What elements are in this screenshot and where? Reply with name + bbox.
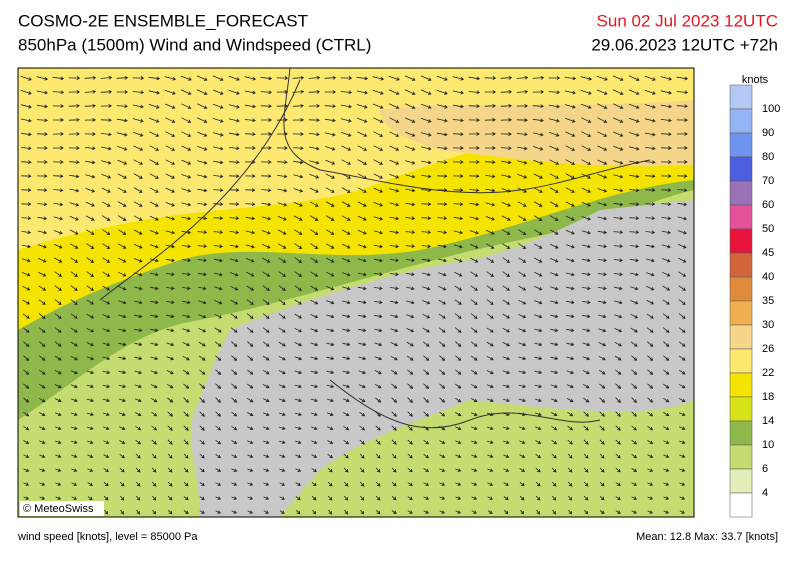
credit: © MeteoSwiss xyxy=(23,503,94,515)
footer-left: wind speed [knots], level = 85000 Pa xyxy=(17,531,198,543)
legend-swatch xyxy=(729,372,753,398)
legend-swatch xyxy=(729,180,753,206)
legend-swatch xyxy=(729,132,753,158)
footer-right: Mean: 12.8 Max: 33.7 [knots] xyxy=(636,531,778,543)
wind-arrows xyxy=(20,75,689,515)
credit-box xyxy=(20,501,104,516)
run-time: 29.06.2023 12UTC +72h xyxy=(591,35,778,54)
wind-zone-high xyxy=(380,100,694,167)
legend: knots 100 90 80 70 60 50 45 40 35 30 26 22 18 14 10 6 4 xyxy=(729,74,780,518)
legend-label: 14 xyxy=(762,415,774,427)
legend-unit: knots xyxy=(742,74,769,86)
legend-label: 50 xyxy=(762,223,774,235)
legend-swatch xyxy=(729,300,753,326)
legend-label: 70 xyxy=(762,175,774,187)
legend-swatch xyxy=(729,444,753,470)
legend-swatch xyxy=(729,204,753,230)
legend-label: 4 xyxy=(762,487,768,499)
legend-swatch xyxy=(729,108,753,134)
legend-label: 35 xyxy=(762,295,774,307)
legend-label: 80 xyxy=(762,151,774,163)
legend-label: 10 xyxy=(762,439,774,451)
legend-swatch xyxy=(729,276,753,302)
legend-label: 100 xyxy=(762,103,780,115)
legend-label: 22 xyxy=(762,367,774,379)
legend-swatch xyxy=(729,420,753,446)
legend-label: 45 xyxy=(762,247,774,259)
legend-swatch xyxy=(729,396,753,422)
legend-swatch xyxy=(729,252,753,278)
legend-label: 60 xyxy=(762,199,774,211)
legend-swatch xyxy=(729,228,753,254)
legend-swatch xyxy=(729,156,753,182)
legend-label: 30 xyxy=(762,319,774,331)
subtitle: 850hPa (1500m) Wind and Windspeed (CTRL) xyxy=(18,35,371,54)
valid-time: Sun 02 Jul 2023 12UTC xyxy=(597,11,778,30)
map-frame xyxy=(17,67,695,518)
legend-swatch xyxy=(729,492,753,518)
legend-swatch xyxy=(729,324,753,350)
map: © MeteoSwiss xyxy=(17,67,695,518)
legend-swatch xyxy=(729,84,753,110)
legend-swatch xyxy=(729,348,753,374)
legend-label: 18 xyxy=(762,391,774,403)
legend-swatch xyxy=(729,468,753,494)
title: COSMO-2E ENSEMBLE_FORECAST xyxy=(18,11,308,30)
legend-label: 90 xyxy=(762,127,774,139)
legend-label: 40 xyxy=(762,271,774,283)
legend-label: 6 xyxy=(762,463,768,475)
legend-label: 26 xyxy=(762,343,774,355)
